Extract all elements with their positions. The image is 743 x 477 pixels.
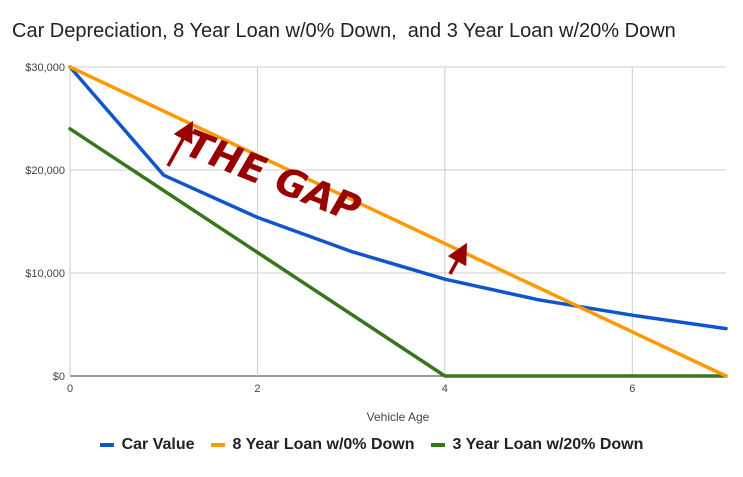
legend-item: Car Value	[99, 436, 195, 454]
arrow-icon	[166, 120, 194, 167]
chart-title: Car Depreciation, 8 Year Loan w/0% Down,…	[12, 20, 676, 42]
series-line-car-value	[68, 65, 728, 331]
line-chart: $0 $10,000 $20,000 $30,000 0 2 4 6 THE GAP Veh…	[25, 62, 728, 424]
legend-swatch	[430, 443, 445, 447]
grid-lines	[69, 66, 726, 377]
x-axis-label: Vehicle Age	[367, 410, 430, 424]
y-tick-label: $30,000	[25, 62, 65, 74]
the-gap-annotation: THE GAP	[175, 123, 369, 231]
series-lines	[68, 65, 728, 378]
legend-item: 3 Year Loan w/20% Down	[430, 436, 644, 454]
y-tick-label: $0	[53, 371, 65, 383]
series-line-3-year-loan-w-20-down	[68, 127, 728, 378]
legend-swatch	[210, 443, 225, 447]
x-tick-labels: 0 2 4 6	[67, 383, 635, 395]
chart-legend: Car Value 8 Year Loan w/0% Down 3 Year Loa…	[0, 436, 743, 454]
x-tick-label: 6	[629, 383, 635, 395]
legend-swatch	[99, 443, 114, 447]
y-tick-label: $10,000	[25, 268, 65, 280]
x-tick-label: 2	[254, 383, 260, 395]
arrow-icon	[447, 242, 468, 275]
legend-label: 8 Year Loan w/0% Down	[232, 436, 415, 453]
y-tick-label: $20,000	[25, 165, 65, 177]
legend-label: Car Value	[121, 436, 195, 453]
series-line-8-year-loan-w-0-down	[68, 65, 728, 378]
y-tick-labels: $0 $10,000 $20,000 $30,000	[25, 62, 65, 383]
x-tick-label: 4	[442, 383, 448, 395]
x-tick-label: 0	[67, 383, 73, 395]
legend-item: 8 Year Loan w/0% Down	[210, 436, 415, 454]
legend-label: 3 Year Loan w/20% Down	[452, 436, 644, 453]
